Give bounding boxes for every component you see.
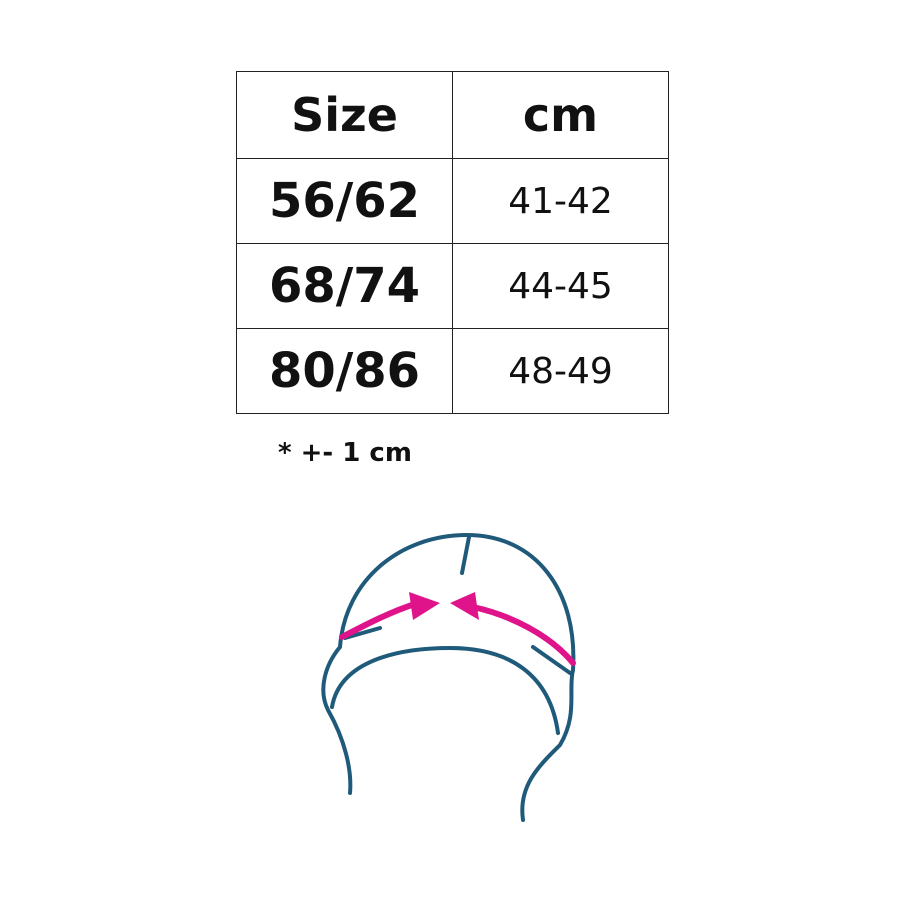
hat-outline-icon (321, 532, 576, 822)
cm-cell: 44-45 (452, 243, 669, 329)
header-size: Size (236, 71, 453, 159)
table-row: 68/74 44-45 (236, 243, 669, 329)
size-table: Size cm 56/62 41-42 68/74 44-45 80/86 48… (236, 71, 669, 414)
size-cell: 80/86 (236, 328, 453, 414)
cm-cell: 48-49 (452, 328, 669, 414)
size-cell: 56/62 (236, 158, 453, 244)
measure-arrow-icon (339, 592, 576, 666)
table-row: 80/86 48-49 (236, 328, 669, 414)
tolerance-note: * +- 1 cm (278, 438, 412, 468)
header-cm: cm (452, 71, 669, 159)
table-header-row: Size cm (236, 71, 669, 159)
